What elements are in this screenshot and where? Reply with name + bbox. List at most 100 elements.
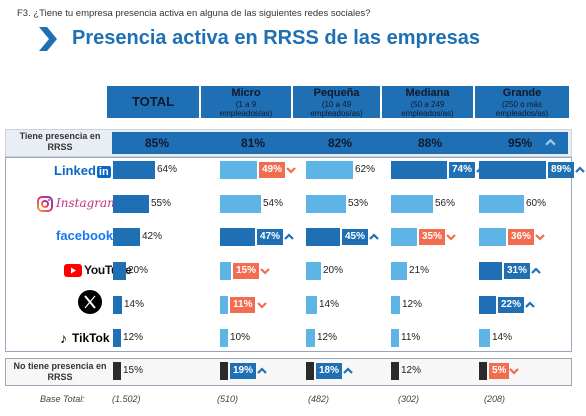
value-chip-mediana: 74% <box>449 162 476 178</box>
header-sub: (250 o más <box>501 100 543 109</box>
no-presence-frame <box>5 358 572 386</box>
base-label: Base Total: <box>40 394 85 404</box>
networks-frame <box>5 157 572 352</box>
tiktok-logo-text: TikTok <box>72 331 110 345</box>
value-label-pequena: 20% <box>323 265 344 276</box>
value-label-pequena: 62% <box>355 164 376 175</box>
arrow-up-icon <box>368 233 379 240</box>
presence-strip <box>112 132 568 154</box>
value-chip-micro: 47% <box>257 229 284 245</box>
base-pequena: (482) <box>308 394 330 404</box>
header-total: TOTAL <box>107 86 199 118</box>
bar-micro <box>220 329 228 347</box>
bar-mediana <box>391 296 400 314</box>
value-chip-pequena: 45% <box>342 229 369 245</box>
presence-label-line: Tiene presencia en <box>19 131 101 141</box>
bar-pequena <box>306 195 346 213</box>
bar-total <box>113 262 126 280</box>
value-chip-mediana: 35% <box>419 229 446 245</box>
chevron-right-icon <box>39 27 57 51</box>
question-text: F3. ¿Tiene tu empresa presencia activa e… <box>17 8 371 19</box>
linkedin-in-badge: in <box>96 166 111 178</box>
presence-value-total: 85% <box>144 136 170 150</box>
bar-pequena <box>306 296 317 314</box>
arrow-down-icon <box>534 234 545 241</box>
value-label-mediana: 12% <box>401 365 422 376</box>
presence-label: Tiene presencia en RRSS <box>10 131 110 153</box>
bar-micro <box>220 161 257 179</box>
bar-mediana <box>391 329 399 347</box>
instagram-logo: Instagram <box>14 195 119 215</box>
bar-total <box>113 296 122 314</box>
bar-micro <box>220 362 228 380</box>
arrow-up-icon <box>524 301 535 308</box>
value-label-total: 14% <box>124 299 145 310</box>
bar-grande <box>479 362 487 380</box>
bar-total <box>113 329 121 347</box>
header-name: Pequeña <box>313 87 360 99</box>
no-presence-label-line: No tiene presencia en <box>13 361 107 371</box>
bar-mediana <box>391 228 417 246</box>
header-name: Micro <box>231 87 261 99</box>
arrow-down-icon <box>285 167 296 174</box>
arrow-up-icon <box>256 367 267 374</box>
bar-pequena <box>306 161 353 179</box>
arrow-up-icon <box>574 166 585 173</box>
bar-grande <box>479 161 546 179</box>
instagram-icon <box>37 196 53 212</box>
bar-total <box>113 362 121 380</box>
bar-mediana <box>391 195 433 213</box>
value-chip-micro: 15% <box>233 263 260 279</box>
header-name: Mediana <box>405 87 450 99</box>
arrow-up-icon <box>342 367 353 374</box>
value-label-grande: 60% <box>526 198 547 209</box>
value-chip-pequena: 18% <box>316 363 343 379</box>
base-grande: (208) <box>484 394 506 404</box>
base-mediana: (302) <box>398 394 420 404</box>
linkedin-logo-text: Linked <box>54 163 96 178</box>
value-label-total: 20% <box>128 265 149 276</box>
tiktok-logo: ♪ TikTok <box>14 330 114 350</box>
instagram-logo-text: Instagram <box>56 196 119 210</box>
value-chip-micro: 11% <box>230 297 256 313</box>
header-sub: (10 a 49 <box>321 100 352 109</box>
bar-pequena <box>306 262 321 280</box>
no-presence-label: No tiene presencia en RRSS <box>10 361 110 383</box>
bar-grande <box>479 296 496 314</box>
value-label-total: 42% <box>142 231 163 242</box>
value-label-micro: 54% <box>263 198 284 209</box>
base-total: (1.502) <box>112 394 141 404</box>
value-label-pequena: 53% <box>348 198 369 209</box>
arrow-up-icon <box>545 138 556 146</box>
value-label-mediana: 12% <box>402 299 423 310</box>
arrow-down-icon <box>509 368 520 375</box>
bar-mediana <box>391 262 407 280</box>
bar-total <box>113 195 149 213</box>
value-chip-grande: 5% <box>489 363 510 379</box>
value-label-total: 55% <box>151 198 172 209</box>
bar-mediana <box>391 161 447 179</box>
bar-pequena <box>306 329 315 347</box>
header-micro: Micro (1 a 9 empleados/as) <box>201 86 291 118</box>
header-sub: empleados/as) <box>310 109 363 118</box>
value-chip-micro: 49% <box>259 162 286 178</box>
header-sub: (1 a 9 <box>235 100 257 109</box>
bar-grande <box>479 262 502 280</box>
no-presence-label-line: RRSS <box>47 372 73 382</box>
value-chip-grande: 22% <box>498 297 525 313</box>
x-logo-icon <box>78 290 102 314</box>
bar-grande <box>479 195 524 213</box>
value-chip-grande: 89% <box>548 162 575 178</box>
header-sub: empleados/as) <box>495 109 549 118</box>
base-micro: (510) <box>217 394 239 404</box>
bar-total <box>113 228 140 246</box>
bar-grande <box>479 329 490 347</box>
header-sub: (50 a 249 <box>410 100 445 109</box>
bar-micro <box>220 195 261 213</box>
presence-value-micro: 81% <box>240 136 266 150</box>
value-chip-grande: 36% <box>508 229 535 245</box>
bar-grande <box>479 228 506 246</box>
arrow-down-icon <box>259 268 270 275</box>
value-label-total: 12% <box>123 332 144 343</box>
arrow-down-icon <box>445 234 456 241</box>
